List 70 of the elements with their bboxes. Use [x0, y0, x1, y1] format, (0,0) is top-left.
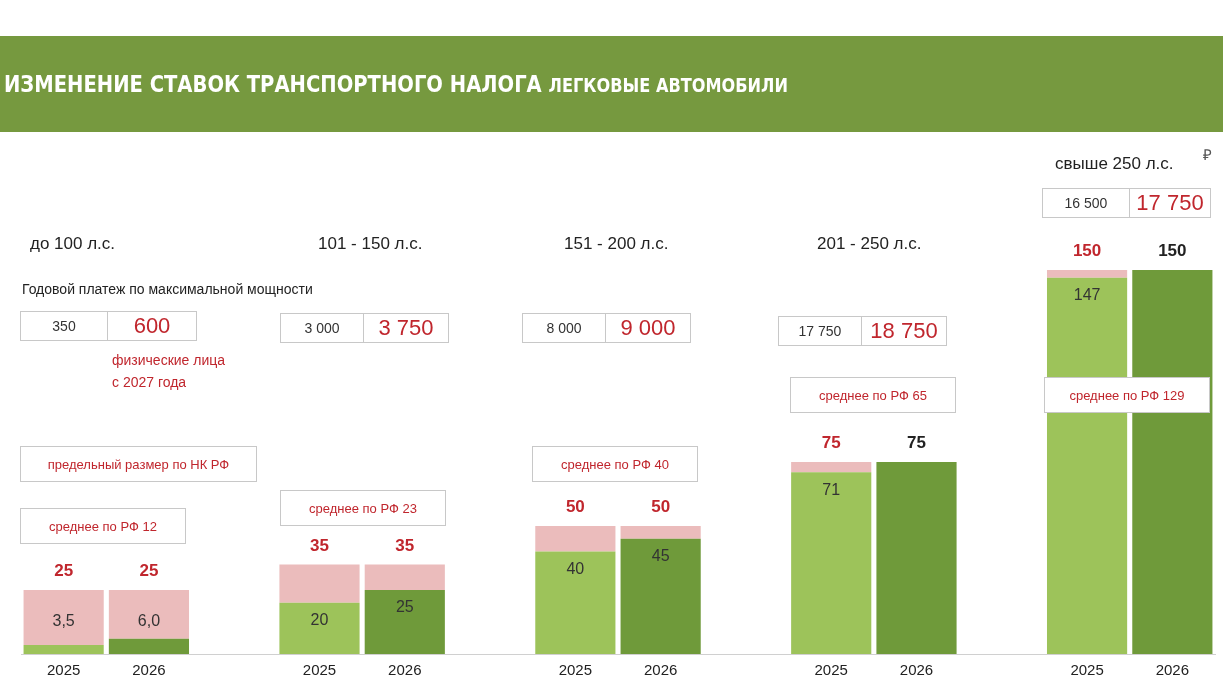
text-box: среднее по РФ 129	[1044, 377, 1210, 413]
text-box: предельный размер по НК РФ	[20, 446, 257, 482]
text-box: 9 000	[606, 313, 691, 343]
x-tick-label: 2026	[899, 661, 934, 679]
bar	[1046, 270, 1128, 278]
text-box: 16 500	[1042, 188, 1130, 218]
text-box: 3 750	[364, 313, 449, 343]
annotation: физические лица с 2027 года	[112, 351, 226, 392]
total-label: 25	[54, 561, 74, 581]
data-label: 3,5	[52, 612, 75, 630]
text-box: среднее по РФ 23	[280, 490, 446, 526]
x-tick-label: 2025	[1070, 661, 1104, 679]
x-tick-label: 2026	[388, 661, 422, 679]
text-box: среднее по РФ 65	[790, 377, 956, 413]
data-label: 20	[310, 611, 329, 629]
total-label: 150	[1072, 241, 1102, 261]
bar	[108, 590, 190, 639]
data-label: 45	[651, 547, 670, 565]
bar	[279, 602, 360, 654]
chart-title: ИЗМЕНЕНИЕ СТАВОК ТРАНСПОРТНОГО НАЛОГА	[4, 71, 542, 97]
text-box: среднее по РФ 40	[532, 446, 698, 482]
total-label: 50	[651, 497, 671, 517]
annotation: Годовой платеж по максимальной мощности	[22, 281, 313, 297]
bar	[364, 564, 445, 590]
data-label: 6,0	[137, 612, 161, 630]
bar	[620, 526, 701, 539]
text-box: 600	[108, 311, 197, 341]
bar	[535, 551, 616, 654]
text-box: 18 750	[862, 316, 947, 346]
bar	[364, 590, 445, 654]
total-label: 35	[395, 535, 415, 555]
text-box: 8 000	[522, 313, 606, 343]
bar	[23, 645, 104, 654]
x-tick-label: 2025	[302, 661, 337, 679]
total-label: 150	[1158, 241, 1187, 261]
total-label: 35	[310, 535, 329, 555]
bar	[791, 472, 872, 654]
text: 201 - 250 л.с.	[817, 234, 922, 254]
total-label: 75	[821, 433, 841, 453]
text: свыше 250 л.с.	[1055, 154, 1174, 174]
text: ₽	[1203, 145, 1212, 164]
data-label: 71	[822, 480, 841, 498]
bar	[279, 564, 360, 603]
x-tick-label: 2026	[132, 661, 166, 679]
x-tick-label: 2025	[46, 661, 81, 679]
bar	[620, 538, 701, 654]
text-box: среднее по РФ 12	[20, 508, 186, 544]
chart-subtitle: ЛЕГКОВЫЕ АВТОМОБИЛИ	[548, 74, 789, 96]
total-label: 75	[907, 433, 926, 453]
bar	[23, 590, 104, 646]
total-label: 50	[565, 497, 585, 517]
text-box: 17 750	[1130, 188, 1211, 218]
text-box: 350	[20, 311, 108, 341]
bar	[791, 462, 872, 473]
data-label: 25	[395, 598, 414, 616]
total-label: 25	[139, 561, 159, 581]
text-box: 17 750	[778, 316, 862, 346]
bar	[535, 526, 616, 552]
data-label: 40	[566, 560, 585, 578]
text: до 100 л.с.	[30, 234, 116, 254]
text-box: 3 000	[280, 313, 364, 343]
x-tick-label: 2025	[814, 661, 848, 679]
text: 151 - 200 л.с.	[564, 234, 669, 254]
x-tick-label: 2026	[643, 661, 678, 679]
data-label: 147	[1073, 286, 1101, 304]
bar	[108, 638, 190, 654]
x-tick-label: 2025	[558, 661, 593, 679]
bar	[876, 462, 957, 654]
text: 101 - 150 л.с.	[318, 234, 423, 254]
x-tick-label: 2026	[1155, 661, 1190, 679]
